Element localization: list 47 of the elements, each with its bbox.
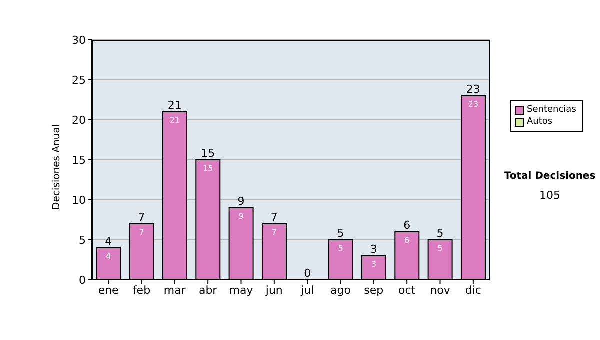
data-label: 21 bbox=[170, 116, 180, 125]
total-label: 7 bbox=[270, 211, 278, 224]
total-label: 21 bbox=[168, 99, 182, 112]
total-label: 6 bbox=[404, 219, 411, 232]
data-label: 5 bbox=[438, 244, 443, 253]
x-tick-label: may bbox=[229, 284, 254, 297]
data-label: 9 bbox=[238, 212, 244, 221]
data-label: 3 bbox=[371, 260, 376, 269]
legend-label: Autos bbox=[526, 116, 554, 128]
y-tick-label: 20 bbox=[72, 114, 86, 127]
legend-label: Sentencias bbox=[526, 104, 576, 116]
total-label: 0 bbox=[304, 267, 312, 280]
x-tick-label: nov bbox=[430, 284, 451, 297]
text: Total Decisiones bbox=[503, 171, 597, 182]
total-label: 15 bbox=[201, 147, 216, 160]
text: 105 bbox=[538, 189, 562, 202]
data-label: 15 bbox=[202, 164, 214, 173]
y-tick-label: 25 bbox=[72, 74, 86, 87]
data-label: 4 bbox=[106, 252, 112, 261]
y-tick-label: 5 bbox=[79, 234, 86, 247]
y-tick-label: 10 bbox=[72, 194, 86, 207]
total-label: 5 bbox=[337, 227, 344, 240]
x-tick-label: dic bbox=[465, 284, 482, 297]
x-tick-label: ago bbox=[330, 284, 352, 297]
x-tick-label: sep bbox=[364, 284, 384, 297]
x-tick-label: ene bbox=[98, 284, 120, 297]
data-label: 7 bbox=[272, 228, 277, 237]
data-label: 23 bbox=[468, 100, 479, 109]
data-label: 5 bbox=[338, 244, 344, 253]
x-tick-label: jul bbox=[300, 284, 314, 297]
total-label: 4 bbox=[105, 235, 112, 248]
x-tick-label: mar bbox=[164, 284, 186, 297]
y-axis-title: Decisiones Anual bbox=[52, 124, 63, 210]
data-label: 7 bbox=[139, 228, 144, 237]
data-label: 6 bbox=[404, 236, 410, 245]
total-label: 5 bbox=[436, 227, 444, 240]
x-tick-label: oct bbox=[398, 284, 416, 297]
total-label: 9 bbox=[238, 195, 245, 208]
total-label: 23 bbox=[466, 83, 480, 96]
x-tick-label: abr bbox=[198, 284, 218, 297]
x-tick-label: jun bbox=[264, 284, 283, 297]
y-tick-label: 30 bbox=[72, 34, 86, 47]
y-tick-label: 0 bbox=[79, 274, 86, 287]
y-tick-label: 15 bbox=[72, 154, 86, 167]
total-label: 3 bbox=[370, 243, 378, 256]
x-tick-label: feb bbox=[132, 284, 151, 297]
total-label: 7 bbox=[138, 211, 146, 224]
